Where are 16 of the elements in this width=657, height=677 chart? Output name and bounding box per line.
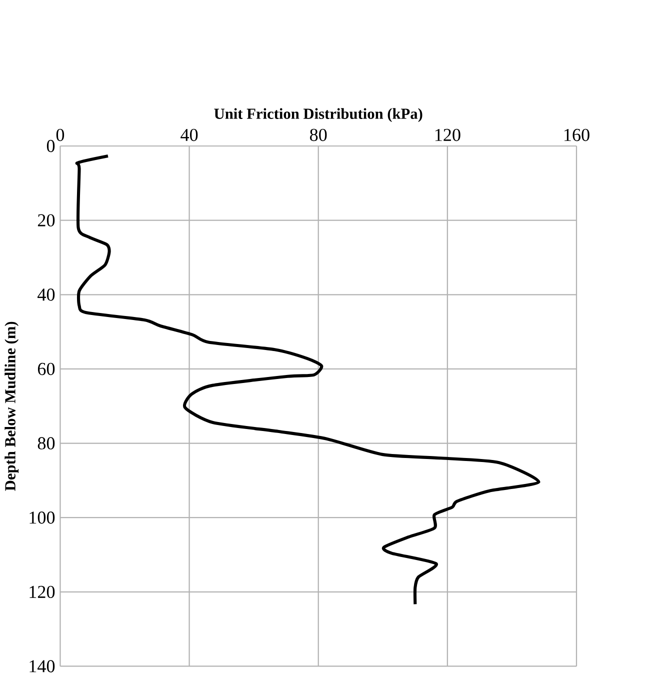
y-tick-label: 0 (46, 140, 55, 152)
y-tick-label: 40 (37, 288, 55, 301)
y-tick-label: 80 (38, 437, 55, 450)
x-tick-label: 40 (180, 128, 198, 142)
y-tick-label: 20 (38, 214, 55, 226)
x-tick-label: 80 (310, 128, 327, 142)
y-tick-label: 60 (38, 362, 55, 376)
line-series (76, 154, 540, 606)
x-axis-title: Unit Friction Distribution (kPa) (214, 108, 422, 122)
x-tick-label: 120 (435, 128, 460, 142)
y-tick-label: 120 (30, 586, 55, 598)
y-tick-label: 140 (30, 660, 55, 672)
y-axis-title: Depth Below Mudline (m) (4, 322, 19, 491)
y-tick-label: 100 (30, 511, 55, 524)
x-tick-label: 160 (564, 128, 590, 142)
x-tick-label: 0 (56, 128, 64, 142)
